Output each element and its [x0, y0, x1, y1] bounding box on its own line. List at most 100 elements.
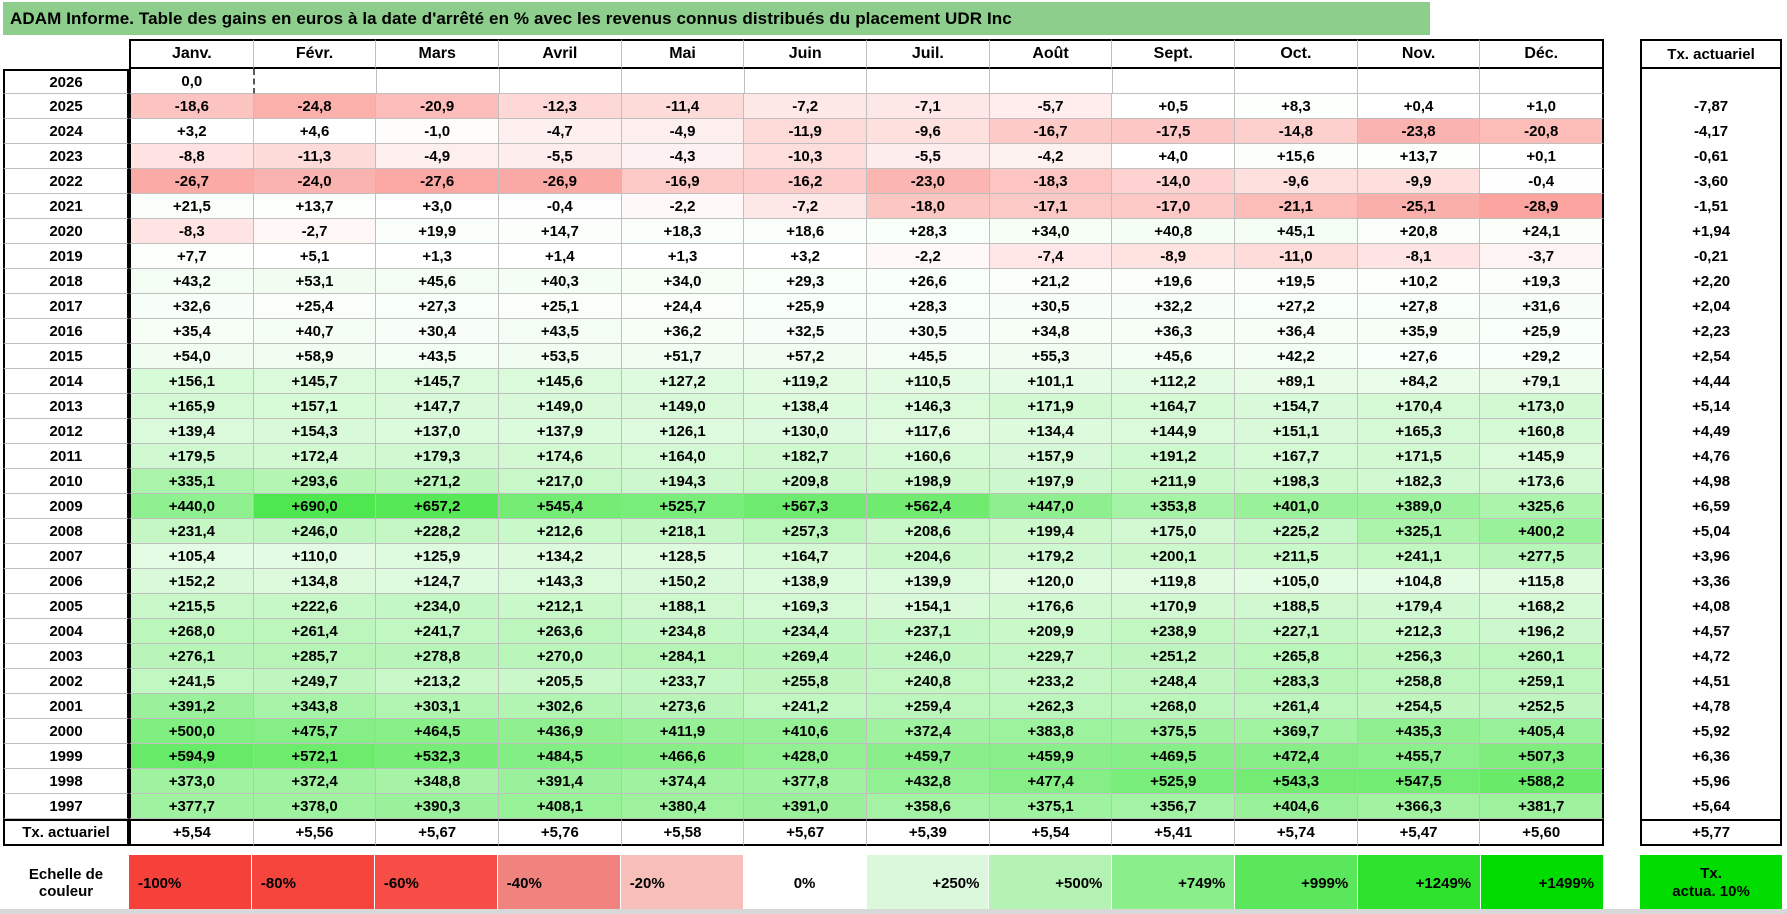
- cell-2007-m8[interactable]: +179,2: [989, 544, 1113, 569]
- cell-2000-m12[interactable]: +405,4: [1480, 719, 1605, 744]
- cell-2026-m11[interactable]: [1357, 69, 1481, 94]
- cell-2020-m1[interactable]: -8,3: [129, 219, 254, 244]
- cell-2001-m4[interactable]: +302,6: [499, 694, 622, 719]
- col-header-tx-actuariel[interactable]: Tx. actuariel: [1640, 39, 1783, 69]
- cell-2019-m10[interactable]: -11,0: [1235, 244, 1358, 269]
- row-label-2018[interactable]: 2018: [3, 269, 129, 294]
- footer-tx-actuariel[interactable]: +5,77: [1640, 819, 1783, 846]
- cell-2010-m3[interactable]: +271,2: [376, 469, 500, 494]
- tx-actuariel-2004[interactable]: +4,57: [1640, 619, 1783, 644]
- cell-2008-m1[interactable]: +231,4: [129, 519, 254, 544]
- cell-2001-m8[interactable]: +262,3: [989, 694, 1113, 719]
- cell-2021-m12[interactable]: -28,9: [1480, 194, 1605, 219]
- cell-2009-m9[interactable]: +353,8: [1112, 494, 1236, 519]
- cell-2018-m9[interactable]: +19,6: [1112, 269, 1236, 294]
- cell-1997-m7[interactable]: +358,6: [867, 794, 990, 819]
- cell-2005-m4[interactable]: +212,1: [499, 594, 622, 619]
- cell-2000-m1[interactable]: +500,0: [129, 719, 254, 744]
- cell-2021-m4[interactable]: -0,4: [499, 194, 622, 219]
- cell-2018-m4[interactable]: +40,3: [499, 269, 622, 294]
- cell-2008-m4[interactable]: +212,6: [499, 519, 622, 544]
- col-header-juin[interactable]: Juin: [744, 39, 868, 69]
- cell-2005-m12[interactable]: +168,2: [1480, 594, 1605, 619]
- cell-2006-m4[interactable]: +143,3: [499, 569, 622, 594]
- cell-2003-m7[interactable]: +246,0: [867, 644, 990, 669]
- cell-2022-m2[interactable]: -24,0: [253, 169, 377, 194]
- cell-2018-m6[interactable]: +29,3: [744, 269, 868, 294]
- cell-2017-m9[interactable]: +32,2: [1112, 294, 1236, 319]
- row-label-2023[interactable]: 2023: [3, 144, 129, 169]
- cell-2007-m3[interactable]: +125,9: [376, 544, 500, 569]
- tx-actuariel-2003[interactable]: +4,72: [1640, 644, 1783, 669]
- cell-2003-m4[interactable]: +270,0: [499, 644, 622, 669]
- cell-2024-m10[interactable]: -14,8: [1235, 119, 1358, 144]
- cell-2023-m10[interactable]: +15,6: [1235, 144, 1358, 169]
- cell-2015-m6[interactable]: +57,2: [744, 344, 868, 369]
- cell-2004-m10[interactable]: +227,1: [1235, 619, 1358, 644]
- cell-1999-m11[interactable]: +455,7: [1357, 744, 1481, 769]
- cell-2007-m10[interactable]: +211,5: [1235, 544, 1358, 569]
- cell-2014-m2[interactable]: +145,7: [253, 369, 377, 394]
- cell-1999-m7[interactable]: +459,7: [867, 744, 990, 769]
- cell-1999-m3[interactable]: +532,3: [376, 744, 500, 769]
- col-header-fvr[interactable]: Févr.: [253, 39, 377, 69]
- cell-2023-m11[interactable]: +13,7: [1357, 144, 1481, 169]
- cell-2008-m11[interactable]: +325,1: [1357, 519, 1481, 544]
- cell-2026-m2[interactable]: [254, 69, 378, 94]
- cell-2003-m3[interactable]: +278,8: [376, 644, 500, 669]
- cell-2025-m2[interactable]: -24,8: [253, 94, 377, 119]
- cell-2001-m9[interactable]: +268,0: [1112, 694, 1236, 719]
- footer-cell-m4[interactable]: +5,76: [499, 819, 622, 846]
- cell-2015-m9[interactable]: +45,6: [1112, 344, 1236, 369]
- cell-2022-m7[interactable]: -23,0: [867, 169, 990, 194]
- cell-2015-m1[interactable]: +54,0: [129, 344, 254, 369]
- cell-2024-m5[interactable]: -4,9: [621, 119, 745, 144]
- row-label-2005[interactable]: 2005: [3, 594, 129, 619]
- cell-2006-m12[interactable]: +115,8: [1480, 569, 1605, 594]
- cell-1997-m8[interactable]: +375,1: [989, 794, 1113, 819]
- cell-2011-m2[interactable]: +172,4: [253, 444, 377, 469]
- cell-2024-m2[interactable]: +4,6: [253, 119, 377, 144]
- cell-2021-m8[interactable]: -17,1: [989, 194, 1113, 219]
- cell-2018-m10[interactable]: +19,5: [1235, 269, 1358, 294]
- cell-2004-m3[interactable]: +241,7: [376, 619, 500, 644]
- cell-2004-m9[interactable]: +238,9: [1112, 619, 1236, 644]
- cell-1998-m10[interactable]: +543,3: [1235, 769, 1358, 794]
- cell-2006-m10[interactable]: +105,0: [1235, 569, 1358, 594]
- cell-2010-m12[interactable]: +173,6: [1480, 469, 1605, 494]
- cell-2013-m2[interactable]: +157,1: [253, 394, 377, 419]
- cell-2007-m11[interactable]: +241,1: [1357, 544, 1481, 569]
- cell-1998-m7[interactable]: +432,8: [867, 769, 990, 794]
- cell-2001-m7[interactable]: +259,4: [867, 694, 990, 719]
- cell-2000-m5[interactable]: +411,9: [621, 719, 745, 744]
- col-header-mars[interactable]: Mars: [376, 39, 500, 69]
- cell-2008-m3[interactable]: +228,2: [376, 519, 500, 544]
- cell-2013-m5[interactable]: +149,0: [621, 394, 745, 419]
- cell-2016-m2[interactable]: +40,7: [253, 319, 377, 344]
- cell-2025-m12[interactable]: +1,0: [1480, 94, 1605, 119]
- cell-2012-m7[interactable]: +117,6: [867, 419, 990, 444]
- row-label-2020[interactable]: 2020: [3, 219, 129, 244]
- cell-2013-m1[interactable]: +165,9: [129, 394, 254, 419]
- cell-2006-m1[interactable]: +152,2: [129, 569, 254, 594]
- cell-1997-m9[interactable]: +356,7: [1112, 794, 1236, 819]
- cell-2001-m10[interactable]: +261,4: [1235, 694, 1358, 719]
- cell-2000-m7[interactable]: +372,4: [867, 719, 990, 744]
- cell-2012-m2[interactable]: +154,3: [253, 419, 377, 444]
- cell-2012-m1[interactable]: +139,4: [129, 419, 254, 444]
- cell-2022-m5[interactable]: -16,9: [621, 169, 745, 194]
- cell-2007-m2[interactable]: +110,0: [253, 544, 377, 569]
- cell-2012-m9[interactable]: +144,9: [1112, 419, 1236, 444]
- footer-cell-m5[interactable]: +5,58: [621, 819, 745, 846]
- row-label-2004[interactable]: 2004: [3, 619, 129, 644]
- cell-2017-m6[interactable]: +25,9: [744, 294, 868, 319]
- tx-actuariel-2014[interactable]: +4,44: [1640, 369, 1783, 394]
- tx-actuariel-2016[interactable]: +2,23: [1640, 319, 1783, 344]
- cell-1999-m8[interactable]: +459,9: [989, 744, 1113, 769]
- cell-1998-m3[interactable]: +348,8: [376, 769, 500, 794]
- tx-actuariel-2010[interactable]: +4,98: [1640, 469, 1783, 494]
- cell-2014-m12[interactable]: +79,1: [1480, 369, 1605, 394]
- cell-2010-m7[interactable]: +198,9: [867, 469, 990, 494]
- cell-2002-m4[interactable]: +205,5: [499, 669, 622, 694]
- cell-2016-m10[interactable]: +36,4: [1235, 319, 1358, 344]
